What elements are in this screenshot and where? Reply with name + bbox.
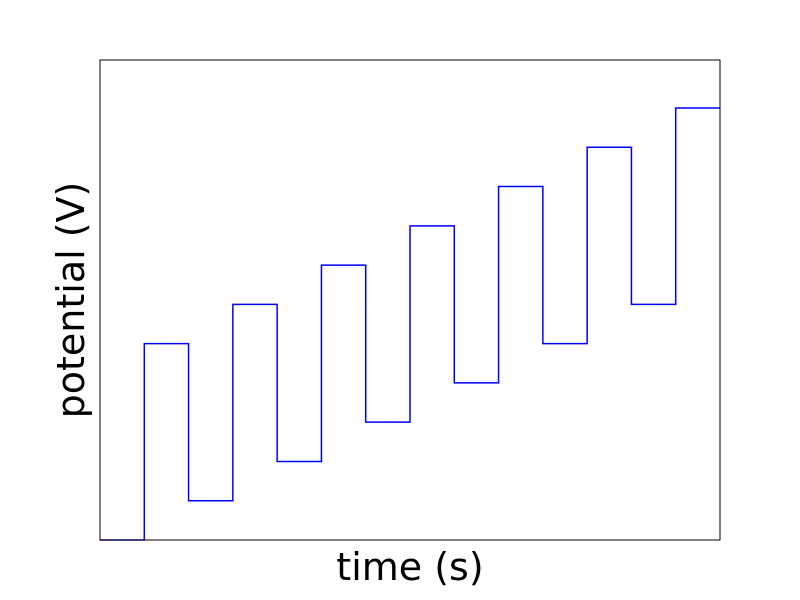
plot-area: [100, 107, 720, 541]
series-line-0: [100, 107, 720, 541]
x-axis-label: time (s): [336, 545, 483, 589]
axes-frame: [99, 59, 721, 541]
y-axis-label: potential (V): [49, 182, 93, 419]
